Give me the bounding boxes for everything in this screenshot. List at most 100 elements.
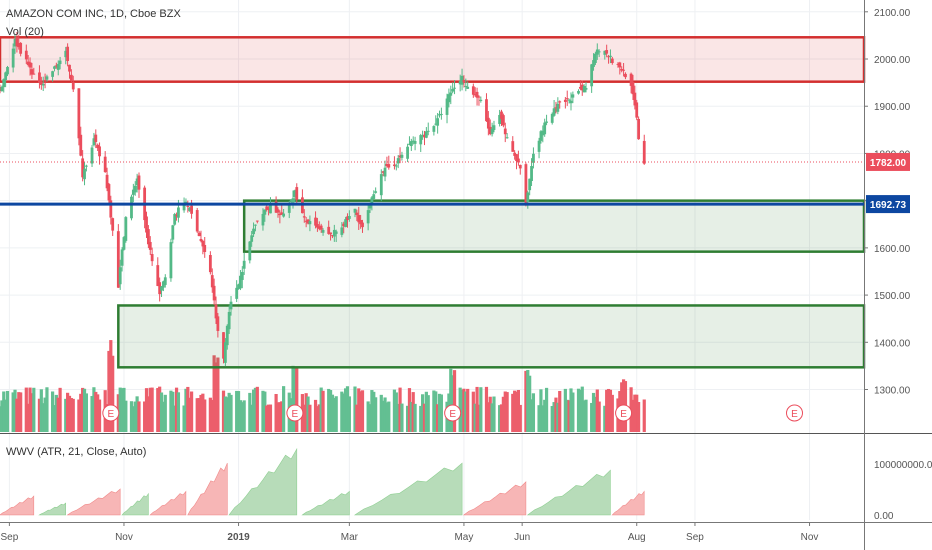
volume-bar: [437, 393, 442, 432]
volume-bar: [280, 401, 284, 432]
candle-body: [393, 164, 396, 167]
candle-body: [118, 267, 122, 285]
candle-body: [590, 64, 594, 87]
candle-body: [332, 229, 336, 237]
wwv-legend[interactable]: WWV (ATR, 21, Close, Auto): [6, 446, 147, 458]
volume-bar: [212, 355, 216, 432]
volume-bar: [278, 402, 282, 432]
volume-bar: [603, 405, 607, 432]
volume-bar: [120, 388, 124, 432]
volume-bar: [368, 404, 372, 432]
candle-body: [558, 101, 562, 103]
volume-bar: [387, 401, 391, 432]
volume-bar: [484, 386, 489, 432]
volume-bar: [567, 400, 571, 432]
candle-body: [208, 254, 212, 273]
volume-bar: [148, 387, 152, 432]
candle-body: [381, 171, 385, 173]
volume-bar: [379, 394, 383, 432]
volume-bar: [111, 355, 115, 432]
volume-bar: [475, 386, 479, 432]
volume-bar: [94, 391, 98, 432]
volume-bar: [642, 399, 646, 432]
candle-body: [622, 69, 625, 71]
candle-body: [471, 86, 475, 95]
volume-bar: [317, 404, 321, 432]
volume-bar: [302, 404, 306, 432]
candle-body: [54, 65, 58, 67]
volume-bar: [554, 397, 558, 432]
volume-bar: [366, 401, 370, 432]
earnings-circle: [786, 404, 804, 422]
volume-bar: [293, 367, 297, 432]
candle-body: [64, 50, 68, 58]
volume-bar: [24, 387, 28, 432]
volume-bar: [173, 405, 177, 432]
candle-body: [424, 131, 428, 138]
support-zone: [242, 199, 866, 253]
volume-bar: [528, 375, 532, 432]
candle-body: [71, 82, 75, 90]
candle-body: [240, 272, 244, 280]
candle-body: [291, 198, 295, 203]
symbol-title[interactable]: AMAZON COM INC, 1D, Cboe BZX: [6, 8, 181, 20]
volume-bar: [580, 386, 584, 432]
candle-body: [517, 158, 520, 163]
candle-body: [124, 217, 128, 241]
earnings-marker: E: [615, 404, 633, 422]
candle-body: [195, 210, 199, 232]
candle-body: [38, 72, 41, 83]
price-tick-label: 2000.00: [874, 55, 911, 66]
support-zone: [117, 304, 866, 369]
volume-bar: [144, 388, 149, 432]
candle-body: [344, 219, 347, 227]
candle-body: [85, 165, 88, 167]
candle-body: [190, 205, 193, 214]
candle-body: [635, 102, 639, 118]
candle-body: [340, 227, 344, 235]
candle-body: [130, 196, 133, 219]
volume-bar: [242, 400, 246, 432]
candle-body: [177, 207, 180, 218]
candle-body: [368, 203, 372, 209]
candle-body: [500, 111, 503, 119]
candle-body: [131, 189, 135, 195]
volume-bar: [137, 401, 141, 432]
wwv-segment: [187, 462, 228, 516]
volume-bar: [276, 402, 280, 432]
volume-bar: [261, 390, 265, 432]
time-tick-label: Nov: [801, 532, 819, 543]
candle-body: [145, 216, 148, 233]
volume-bar: [223, 396, 227, 432]
candle-body: [541, 130, 545, 136]
candle-body: [398, 155, 402, 158]
candle-body: [537, 140, 541, 152]
volume-bar: [591, 392, 596, 432]
volume-legend[interactable]: Vol (20): [6, 26, 44, 38]
volume-bar: [54, 394, 58, 432]
volume-bar: [597, 401, 601, 432]
candle-body: [26, 61, 30, 65]
candle-body: [135, 178, 139, 186]
volume-bar: [90, 396, 94, 432]
candle-body: [396, 158, 400, 164]
volume-bar: [360, 390, 365, 432]
candle-body: [30, 69, 34, 75]
volume-bar: [499, 404, 504, 432]
candle-body: [186, 205, 190, 207]
volume-bar: [631, 399, 635, 432]
volume-bar: [606, 388, 611, 432]
candle-body: [39, 82, 43, 85]
volume-bar: [505, 392, 509, 432]
wwv-areas: [0, 447, 645, 516]
candle-body: [445, 98, 449, 115]
volume-bar: [539, 389, 543, 432]
candle-body: [17, 42, 21, 48]
candle-body: [609, 55, 612, 57]
volume-bar: [556, 402, 560, 432]
volume-bar: [109, 340, 113, 432]
volume-bar: [396, 403, 400, 432]
candle-body: [408, 143, 411, 145]
candle-body: [552, 108, 556, 116]
